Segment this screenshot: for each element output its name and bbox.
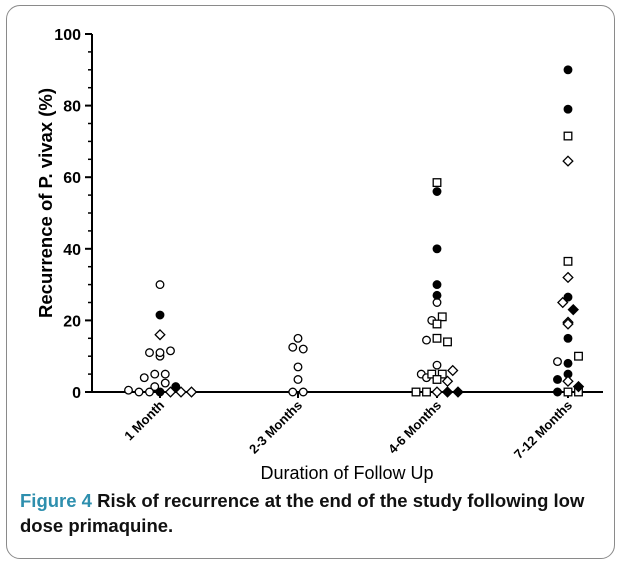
data-point-filled-circle	[155, 387, 165, 397]
x-tick-label: 4-6 Months	[385, 398, 444, 457]
y-tick-label: 100	[54, 27, 81, 44]
figure-caption-text: Risk of recurrence at the end of the stu…	[20, 490, 585, 536]
data-point-filled-circle	[432, 187, 442, 196]
data-point-filled-circle	[171, 382, 181, 392]
x-tick-label: 1 Month	[121, 397, 167, 443]
data-point-open-circle	[150, 382, 160, 392]
scatter-chart: 0 20 40 60 80 100 1 Month 2-3 Months 4-6 Months 7…	[35, 27, 603, 483]
data-point-filled-circle	[432, 280, 442, 290]
data-point-open-diamond	[557, 296, 569, 309]
figure-caption: Figure 4 Risk of recurrence at the end o…	[20, 488, 610, 538]
y-tick-label: 60	[63, 170, 81, 187]
data-point-open-diamond	[562, 318, 574, 330]
data-point-open-circle	[166, 346, 175, 356]
data-point-open-circle	[293, 375, 303, 384]
data-point-open-circle	[124, 385, 133, 395]
data-point-open-circle	[432, 298, 442, 307]
data-point-open-square	[427, 369, 437, 379]
x-tick-label: 2-3 Months	[246, 398, 305, 457]
data-point-open-square	[563, 387, 573, 397]
data-point-open-diamond	[154, 329, 166, 341]
data-point-filled-diamond	[441, 386, 454, 398]
data-point-open-square	[563, 256, 573, 266]
y-tick-label: 20	[63, 313, 81, 330]
data-point-open-circle	[134, 387, 144, 397]
data-point-open-circle	[288, 387, 298, 397]
data-point-open-diamond	[562, 155, 574, 167]
data-point-open-square	[443, 337, 452, 347]
x-tick-label: 7-12 Months	[511, 398, 575, 462]
data-point-open-diamond	[447, 364, 459, 377]
data-point-open-square	[411, 387, 421, 397]
data-point-filled-circle	[563, 358, 573, 368]
data-point-open-square	[422, 387, 431, 397]
data-point-open-diamond	[431, 386, 443, 398]
data-point-open-circle	[432, 360, 442, 370]
data-point-open-square	[432, 178, 442, 188]
data-point-open-square	[432, 319, 442, 329]
figure-label: Figure 4	[20, 490, 92, 511]
data-point-filled-circle	[563, 104, 573, 114]
data-point-open-diamond	[562, 271, 574, 284]
data-point-open-square	[437, 312, 447, 322]
data-point-filled-diamond	[572, 380, 585, 393]
data-point-filled-circle	[563, 333, 573, 343]
data-point-filled-circle	[155, 310, 165, 320]
data-point-open-circle	[145, 348, 154, 358]
data-point-filled-diamond	[567, 303, 579, 316]
data-point-open-circle	[298, 344, 308, 354]
y-tick-label: 40	[63, 242, 81, 259]
data-point-filled-diamond	[452, 386, 464, 398]
data-point-open-square	[574, 351, 583, 361]
data-point-open-circle	[422, 335, 431, 345]
data-point-open-circle	[145, 387, 154, 397]
data-point-open-circle	[288, 342, 298, 352]
data-point-open-circle	[160, 378, 170, 388]
data-point-open-square	[437, 369, 447, 379]
data-point-open-circle	[139, 373, 149, 383]
data-point-open-square	[432, 333, 442, 343]
data-point-open-circle	[553, 357, 562, 367]
y-tick-label: 80	[63, 99, 81, 116]
data-point-open-circle	[155, 280, 165, 290]
data-point-open-circle	[293, 362, 303, 372]
data-point-filled-circle	[553, 387, 562, 397]
x-axis-title: Duration of Follow Up	[260, 463, 433, 483]
data-point-open-diamond	[562, 375, 574, 387]
data-point-open-circle	[150, 369, 160, 379]
data-point-filled-circle	[563, 65, 573, 75]
data-point-open-diamond	[185, 386, 198, 398]
data-point-open-diamond	[164, 386, 177, 398]
data-point-open-square	[563, 131, 573, 141]
data-point-open-diamond	[175, 386, 187, 398]
y-axis-title: Recurrence of P. vivax (%)	[35, 88, 56, 318]
y-tick-label: 0	[72, 385, 81, 402]
data-point-open-circle	[155, 348, 165, 358]
figure-frame	[6, 5, 615, 559]
data-point-open-circle	[160, 369, 170, 379]
data-point-filled-circle	[432, 244, 442, 254]
data-point-filled-circle	[563, 292, 573, 302]
data-point-filled-circle	[553, 375, 562, 384]
data-point-open-circle	[298, 387, 308, 397]
data-point-filled-circle	[432, 290, 442, 300]
data-point-open-circle	[293, 333, 303, 343]
data-point-open-square	[432, 375, 442, 384]
data-point-open-diamond	[441, 375, 454, 387]
